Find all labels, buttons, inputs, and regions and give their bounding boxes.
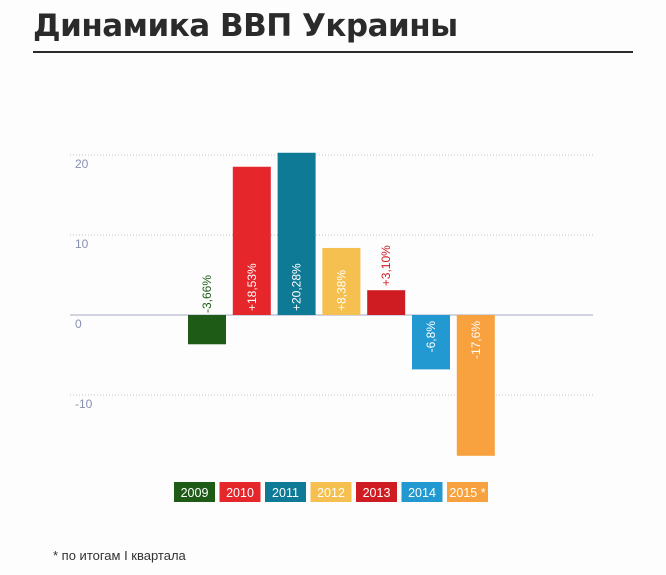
title-divider (33, 51, 633, 53)
data-label: +8,38% (334, 270, 348, 311)
y-tick-label: 0 (75, 317, 82, 331)
legend-label: 2009 (181, 486, 209, 500)
data-label: -17,6% (469, 321, 483, 359)
bar-2012 (322, 247, 361, 315)
legend-swatch (265, 482, 306, 502)
legend-label: 2014 (408, 486, 436, 500)
bar-2010 (232, 166, 271, 315)
bar-2015 (456, 315, 495, 456)
data-label: +18,53% (245, 263, 259, 311)
y-tick-label: 10 (75, 237, 89, 251)
legend-swatch (174, 482, 215, 502)
data-label: +3,10% (379, 245, 393, 286)
legend-label: 2013 (363, 486, 391, 500)
legend-swatch (401, 482, 443, 502)
legend-label: 2015 * (449, 486, 485, 500)
bar-2009 (188, 315, 226, 345)
footnote: * по итогам I квартала (53, 548, 186, 563)
legend-label: 2010 (226, 486, 254, 500)
data-label: +20,28% (290, 263, 304, 311)
y-tick-label: 20 (75, 157, 89, 171)
legend-label: 2011 (272, 486, 299, 500)
legend-swatch (356, 482, 397, 502)
legend-swatch (447, 482, 488, 502)
legend-swatch (219, 482, 261, 502)
y-tick-label: -10 (75, 397, 93, 411)
legend-swatch (310, 482, 352, 502)
legend-label: 2012 (317, 486, 345, 500)
bar-2013 (367, 290, 406, 315)
data-label: -3,66% (200, 275, 214, 313)
data-label: -6,8% (424, 321, 438, 353)
bar-2014 (412, 315, 450, 370)
bar-2011 (277, 152, 316, 315)
chart-title: Динамика ВВП Украины (33, 8, 458, 44)
